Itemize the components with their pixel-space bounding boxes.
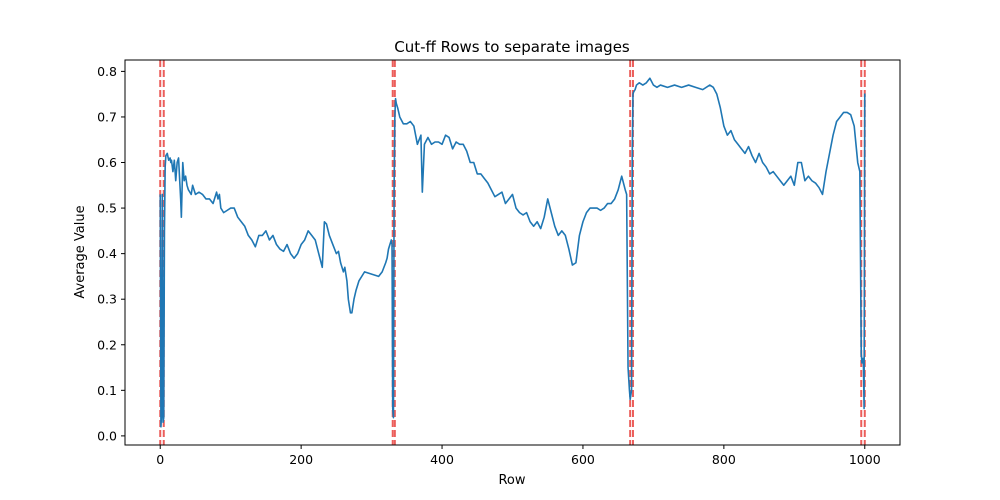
y-axis-label: Average Value — [73, 205, 88, 298]
y-tick-label: 0.0 — [97, 428, 117, 443]
series-layer — [159, 77, 866, 428]
y-tick-label: 0.4 — [97, 246, 117, 261]
y-tick-label: 0.7 — [97, 109, 117, 124]
y-tick-label: 0.1 — [97, 383, 117, 398]
y-tick-label: 0.3 — [97, 292, 117, 307]
x-tick-label: 800 — [712, 452, 736, 467]
series-line-0 — [159, 77, 866, 428]
x-tick-label: 0 — [156, 452, 164, 467]
y-tick-label: 0.2 — [97, 337, 117, 352]
x-tick-label: 1000 — [849, 452, 881, 467]
y-tick-label: 0.8 — [97, 64, 117, 79]
x-axis: 0 200 400 600 800 1000 — [156, 445, 881, 467]
x-tick-label: 600 — [571, 452, 595, 467]
chart-title: Cut-ff Rows to separate images — [394, 38, 630, 56]
x-tick-label: 200 — [289, 452, 313, 467]
x-axis-label: Row — [498, 473, 525, 488]
y-tick-label: 0.6 — [97, 155, 117, 170]
y-tick-label: 0.5 — [97, 201, 117, 216]
plot-frame — [124, 59, 901, 446]
x-tick-label: 400 — [430, 452, 454, 467]
y-axis: 0.0 0.1 0.2 0.3 0.4 0.5 0.6 0.7 0.8 — [97, 64, 125, 443]
